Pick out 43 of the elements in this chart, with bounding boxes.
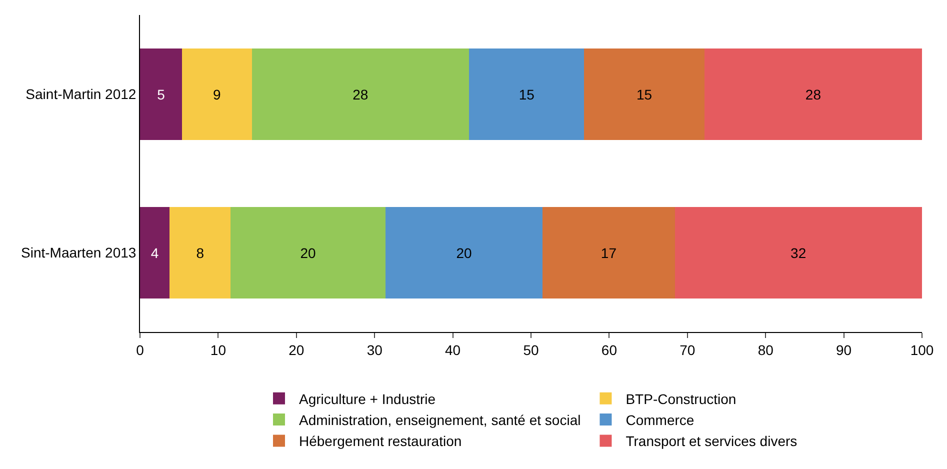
bar [469,48,584,140]
legend-label: Administration, enseignement, santé et social [299,412,581,428]
legend-label: Hébergement restauration [299,433,462,450]
bar [140,206,170,299]
x-tick-label: 60 [601,342,618,358]
y-tick-label: Sint-Maarten 2013 [21,244,136,261]
legend-label: Transport et services divers [626,433,798,450]
legend-label: BTP-Construction [626,390,736,407]
bar [542,206,675,299]
bar [584,48,705,140]
bar [182,48,252,140]
data-label: 15 [636,86,652,102]
data-label: 5 [157,86,166,102]
x-tick-label: 30 [366,342,383,358]
data-label: 9 [213,86,222,102]
legend-label: Agriculture + Industrie [299,390,436,407]
data-label: 8 [196,244,204,261]
x-tick-label: 70 [680,342,696,358]
x-tick-label: 100 [910,342,934,358]
bar [704,48,922,140]
bar [252,48,470,140]
x-tick-label: 0 [136,342,144,358]
bar [386,206,543,299]
bar [674,206,922,299]
bar [230,206,386,299]
x-tick-label: 40 [445,342,461,358]
data-label: 28 [352,86,368,102]
x-tick-label: 80 [758,342,774,358]
data-label: 20 [300,244,316,261]
x-tick-label: 10 [210,342,226,358]
x-tick-label: 90 [836,342,852,358]
data-label: 32 [790,244,806,261]
legend-label: Commerce [626,412,694,428]
data-label: 4 [150,244,159,261]
x-tick-label: 50 [523,342,539,358]
bar [140,48,182,140]
data-label: 28 [805,86,822,102]
bar [170,206,231,299]
data-label: 20 [456,244,472,261]
data-label: 17 [600,244,617,261]
data-label: 15 [518,86,535,102]
x-tick-label: 20 [288,342,304,358]
y-tick-label: Saint-Martin 2012 [26,86,136,102]
